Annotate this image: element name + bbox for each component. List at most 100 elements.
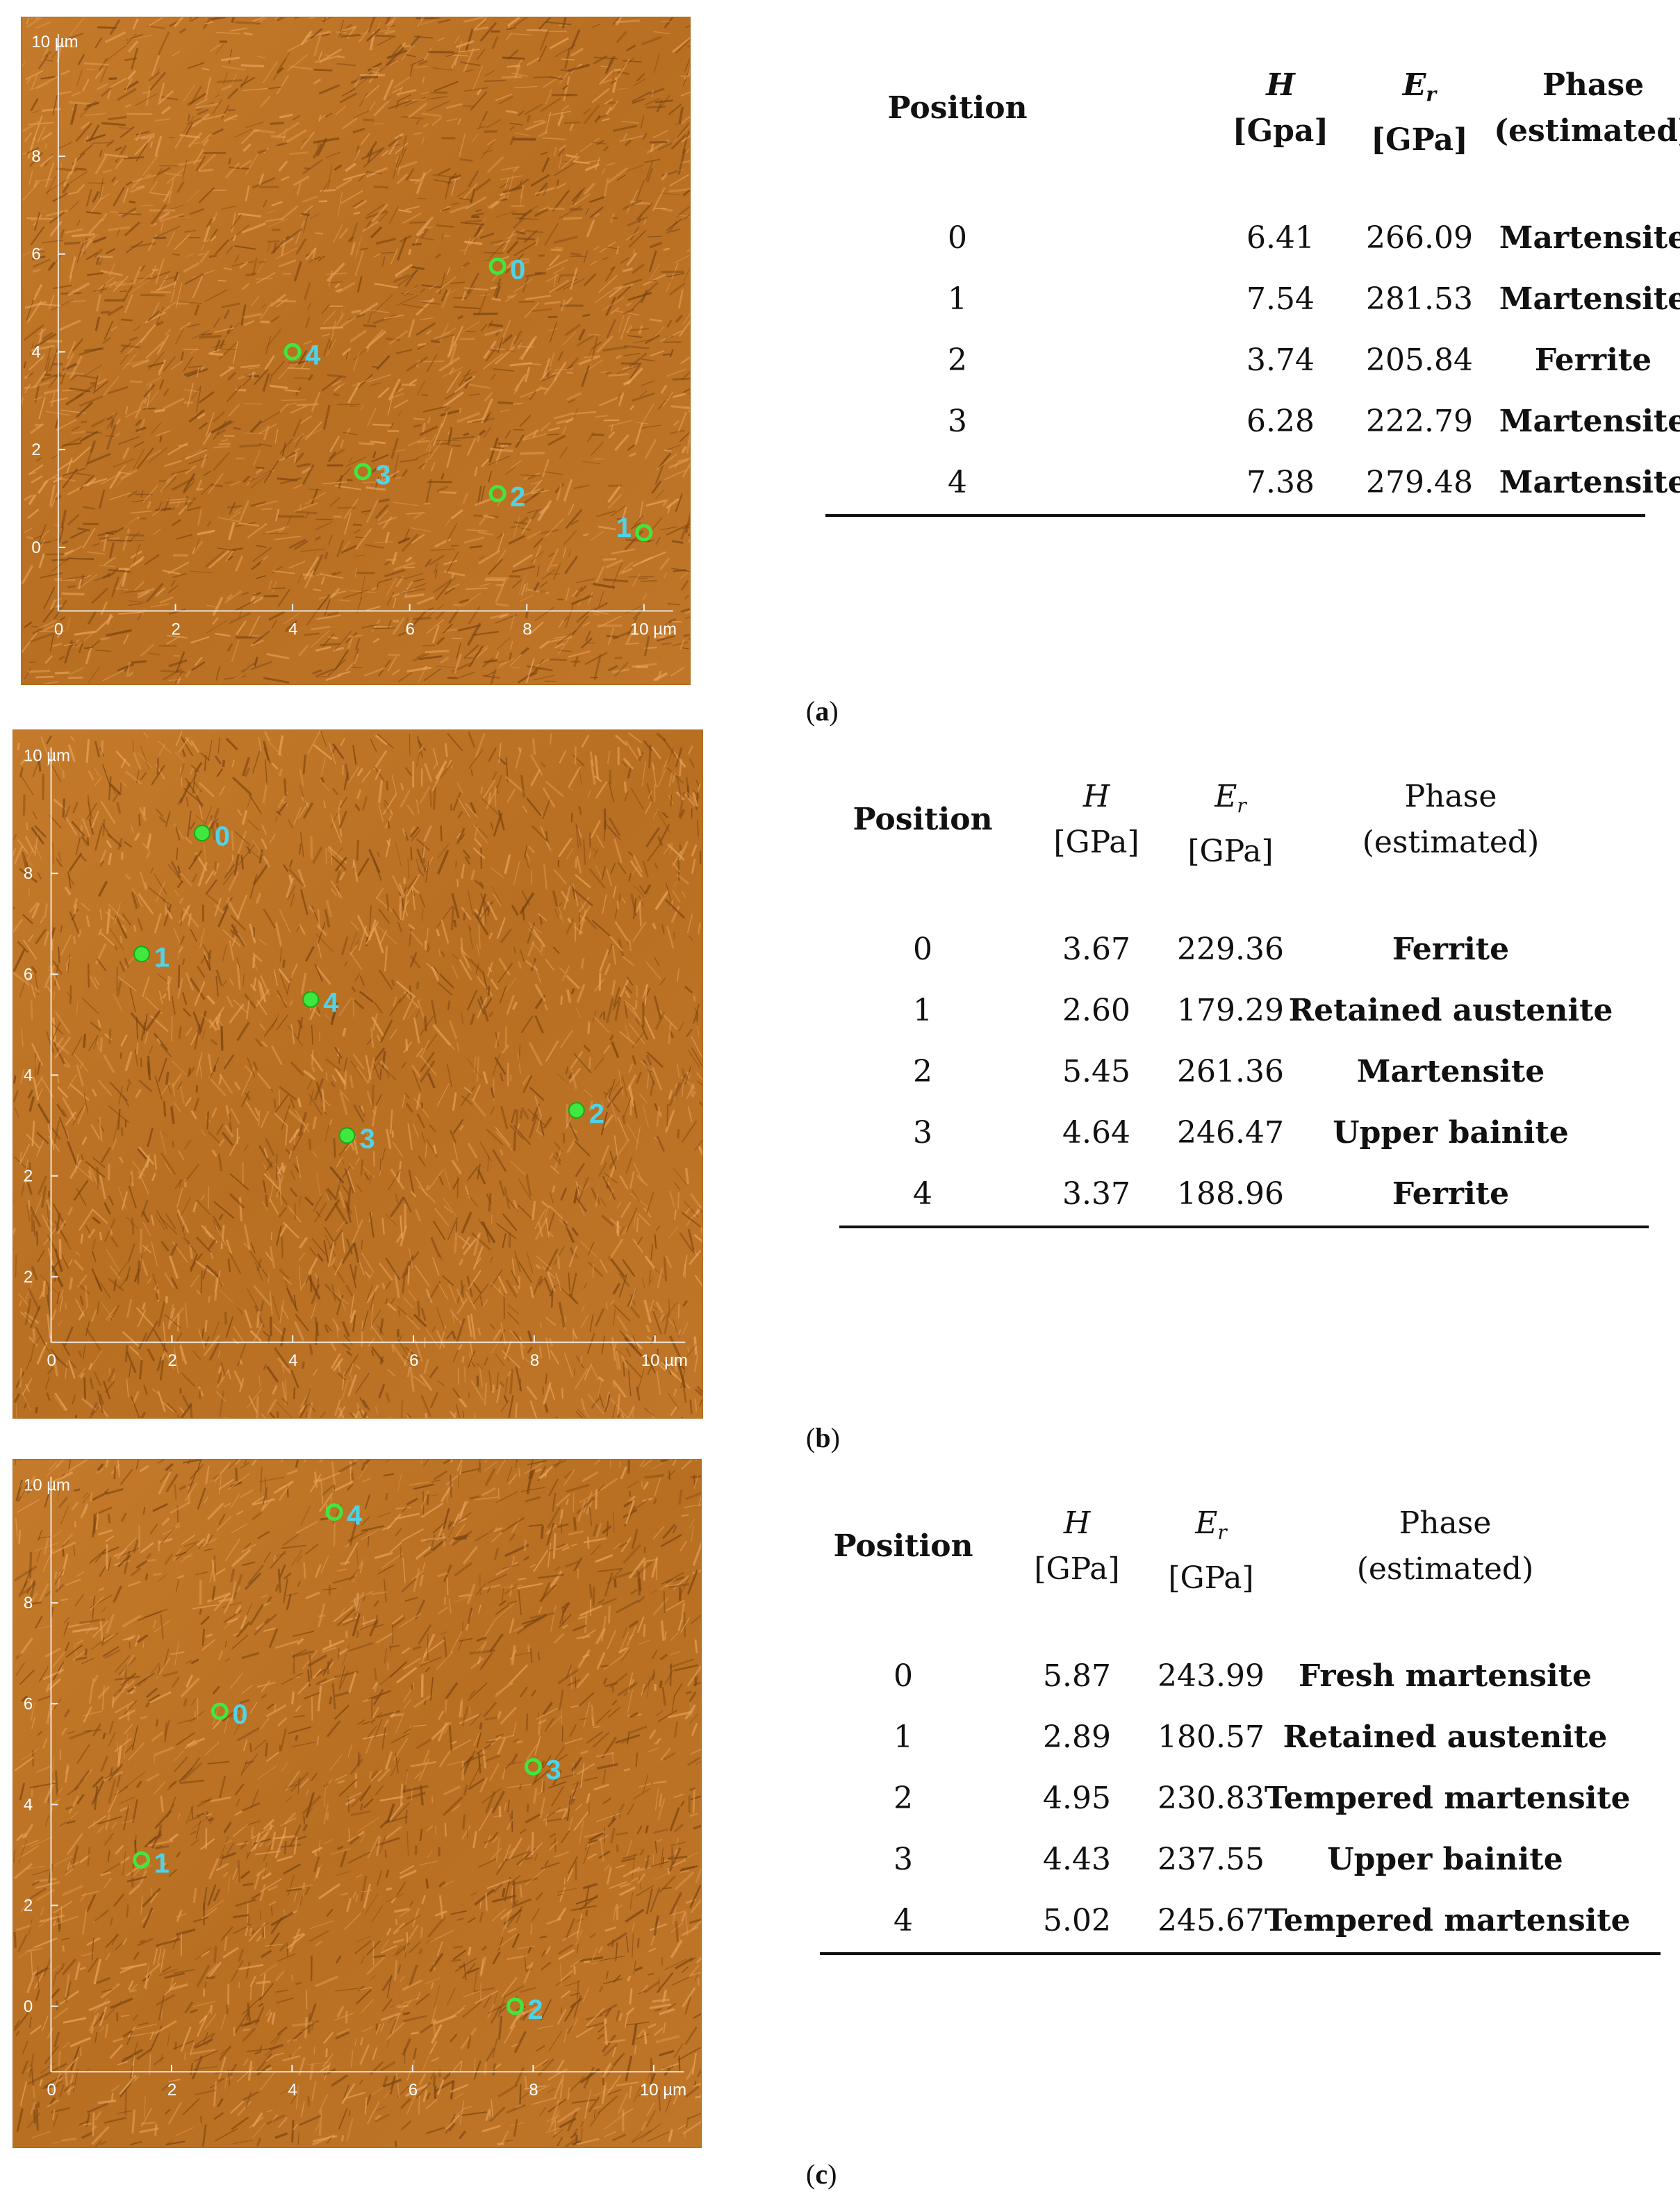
header-er-unit: [GPa] [1371,122,1468,158]
header-phase-line1: Phase [1399,1505,1492,1541]
indent-marker-label: 0 [510,254,525,285]
axis-top-unit-label: 10 µm [24,747,70,766]
row-hardness: 4.64 [1062,1115,1130,1150]
header-er-unit: [GPa] [1168,1560,1254,1596]
table-row: 1 2.89 180.57 Retained austenite [820,1715,1661,1760]
indent-marker-label: 4 [323,988,339,1018]
header-er-letter: E [1195,1505,1218,1541]
indent-marker [338,1127,356,1144]
table-row: 3 4.64 246.47 Upper bainite [839,1110,1649,1156]
x-tick-label: 8 [522,620,532,638]
x-tick-label: 8 [530,1351,539,1370]
row-phase: Martensite [1499,220,1680,256]
x-tick-label: 6 [409,1351,418,1370]
indent-marker [488,257,507,275]
y-tick-label: 0 [24,1997,33,2016]
row-modulus: 222.79 [1366,404,1473,439]
row-hardness: 3.67 [1062,932,1130,967]
row-hardness: 7.54 [1246,281,1315,317]
indent-marker [133,946,150,963]
header-er-symbol: Er [1343,63,1496,117]
row-phase: Retained austenite [1283,1719,1608,1755]
table-bottom-rule [820,1952,1661,1955]
indent-marker-label: 2 [510,482,525,513]
y-tick-label: 6 [24,1694,33,1713]
afm-texture [13,1460,701,2147]
table-row: 1 2.60 179.29 Retained austenite [839,988,1649,1034]
indent-marker [568,1102,585,1119]
row-phase: Retained austenite [1288,993,1613,1028]
y-tick-label: 2 [31,440,40,459]
indent-marker-label: 4 [305,340,321,370]
row-phase: Tempered martensite [1265,1903,1631,1938]
row-position: 4 [948,465,967,500]
row-modulus: 237.55 [1158,1842,1265,1877]
row-position: 0 [948,220,967,256]
caption-c: (c) [806,2159,837,2190]
table-header: Position H [Gpa] Er [GPa] Phase (estimated) [825,63,1680,163]
y-tick-label: 2 [24,1268,33,1287]
table-row: 4 3.37 188.96 Ferrite [839,1171,1649,1217]
afm-axes [57,34,673,612]
x-tick-label: 10 µm [640,2081,686,2099]
table-row: 4 5.02 245.67 Tempered martensite [820,1898,1661,1944]
header-phase-line2: (estimated) [1356,1551,1534,1587]
header-er-letter: E [1214,779,1237,814]
header-er: Er [GPa] [1343,63,1496,163]
afm-axes [50,1476,684,2073]
indent-marker [635,524,653,542]
indent-marker [488,485,507,503]
table-a: Position H [Gpa] Er [GPa] Phase (estimated) 0 6.… [825,63,1680,535]
x-tick-label: 2 [167,2081,176,2099]
table-row: 2 3.74 205.84 Ferrite [825,338,1652,383]
header-er-symbol: Er [1135,1501,1287,1556]
row-hardness: 2.89 [1043,1719,1111,1755]
afm-background [13,730,702,1418]
table-header: Position H [GPa] Er [GPa] Phase (estimated) [820,1501,1661,1598]
y-tick-label: 8 [24,864,33,883]
header-phase: Phase (estimated) [1265,1501,1626,1592]
row-position: 3 [948,404,967,439]
x-tick-label: 8 [529,2081,538,2099]
header-phase: Phase (estimated) [1270,774,1631,866]
x-tick-label: 6 [409,2081,418,2099]
header-er-subscript: r [1237,794,1246,817]
table-row: 0 5.87 243.99 Fresh martensite [820,1653,1661,1699]
indent-marker [133,1851,151,1869]
x-tick-label: 0 [47,2081,56,2099]
indent-marker-label: 0 [215,821,230,852]
header-phase-line1: Phase [1404,779,1497,814]
row-phase: Upper bainite [1333,1115,1569,1150]
row-position: 2 [893,1781,913,1816]
table-row: 0 6.41 266.09 Martensite [825,215,1680,261]
row-hardness: 7.38 [1246,465,1315,500]
table-c: Position H [GPa] Er [GPa] Phase (estimated) 0 5.… [820,1501,1661,1973]
afm-image-a: 10 µm 0 2 4 6 8 10 µm 8 6 4 2 0 0 1 2 3 4 [21,17,691,685]
x-tick-label: 6 [406,620,415,638]
indent-marker-label: 2 [527,1995,543,2025]
header-er-subscript: r [1217,1521,1227,1544]
header-er-unit: [GPa] [1187,834,1274,869]
x-tick-label: 0 [47,1351,56,1370]
row-modulus: 243.99 [1158,1658,1265,1694]
indent-marker-label: 1 [154,942,170,973]
row-modulus: 179.29 [1177,993,1284,1028]
row-hardness: 3.74 [1246,343,1315,378]
row-phase: Martensite [1499,465,1680,500]
x-tick-label: 0 [54,620,63,638]
y-tick-label: 2 [24,1897,33,1915]
header-phase-line2: (estimated) [1494,113,1680,149]
header-er: Er [GPa] [1135,1501,1287,1601]
table-row: 2 5.45 261.36 Martensite [839,1049,1649,1095]
table-row: 1 7.54 281.53 Martensite [825,277,1680,322]
y-tick-label: 4 [24,1066,33,1084]
header-position: Position [833,1528,973,1564]
afm-texture [22,17,690,684]
header-h-unit: [Gpa] [1232,113,1329,149]
row-hardness: 4.95 [1043,1781,1111,1816]
row-phase: Upper bainite [1327,1842,1563,1877]
x-tick-label: 2 [171,620,180,638]
row-position: 4 [893,1903,913,1938]
header-er: Er [GPa] [1154,774,1307,875]
header-h-symbol: H [1063,1505,1091,1541]
